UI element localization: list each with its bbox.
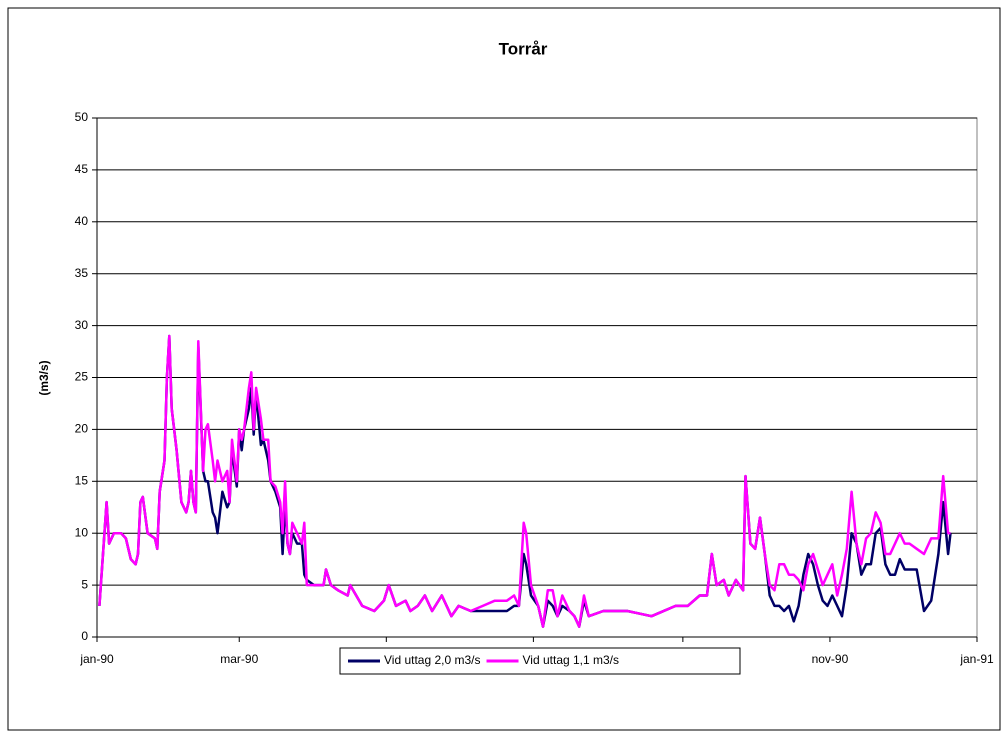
y-tick-label: 45 (75, 162, 89, 176)
y-tick-label: 15 (75, 473, 89, 487)
y-tick-label: 30 (75, 318, 89, 332)
legend-label: Vid uttag 1,1 m3/s (523, 653, 620, 667)
x-tick-label: jan-91 (959, 652, 994, 666)
x-tick-label: jan-90 (79, 652, 114, 666)
y-tick-label: 50 (75, 110, 89, 124)
chart-title: Torrår (499, 39, 548, 58)
series-line (98, 334, 951, 628)
x-tick-label: mar-90 (220, 652, 258, 666)
x-tick-label: nov-90 (812, 652, 849, 666)
y-tick-label: 35 (75, 266, 89, 280)
y-tick-label: 10 (75, 525, 89, 539)
y-axis-label: (m3/s) (37, 360, 51, 395)
y-tick-label: 20 (75, 422, 89, 436)
legend-label: Vid uttag 2,0 m3/s (384, 653, 481, 667)
y-tick-label: 0 (81, 629, 88, 643)
y-tick-label: 25 (75, 370, 89, 384)
legend-box (339, 647, 741, 675)
y-tick-label: 40 (75, 214, 89, 228)
y-tick-label: 5 (81, 577, 88, 591)
